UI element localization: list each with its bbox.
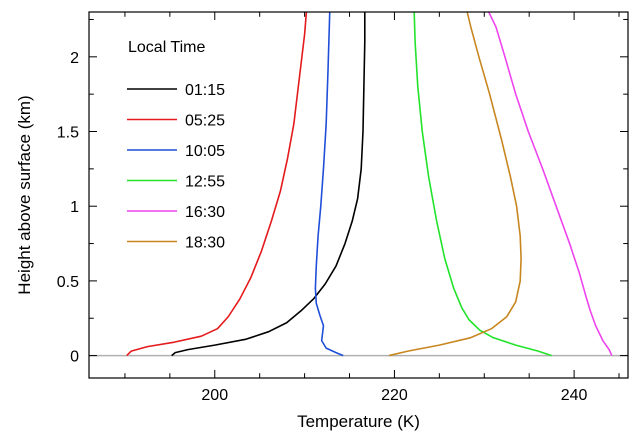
series-line-1830	[388, 12, 522, 357]
y-axis-label: Height above surface (km)	[15, 95, 34, 294]
y-tick-label: 1.5	[57, 125, 79, 142]
legend-entry: 18:30	[185, 235, 225, 252]
plot-area	[89, 12, 628, 357]
series-line-0525	[126, 12, 308, 357]
legend-title: Local Time	[128, 39, 205, 56]
legend-entry: 10:05	[185, 143, 225, 160]
y-tick-label: 0	[70, 349, 79, 366]
y-tick-label: 1	[70, 199, 79, 216]
plot-frame	[88, 11, 629, 379]
series-line-0115	[171, 12, 366, 357]
series-line-1255	[413, 12, 552, 357]
legend-entry: 01:15	[185, 82, 225, 99]
x-tick-label: 200	[201, 387, 228, 404]
x-tick-label: 240	[561, 387, 588, 404]
x-axis-label: Temperature (K)	[297, 412, 420, 431]
y-tick-label: 0.5	[57, 274, 79, 291]
legend: Local Time 01:15 05:25 10:05 12:55 16:30 18:3…	[127, 39, 225, 252]
series-line-1005	[314, 12, 344, 357]
legend-entry: 12:55	[185, 174, 225, 191]
y-tick-label: 2	[70, 50, 79, 67]
x-tick-label: 220	[381, 387, 408, 404]
legend-entry: 05:25	[185, 113, 225, 130]
legend-entry: 16:30	[185, 204, 225, 221]
axis-ticks: 200 220 240 0 0.5 1 1.5 2	[57, 12, 628, 404]
series-line-1630	[488, 12, 613, 356]
